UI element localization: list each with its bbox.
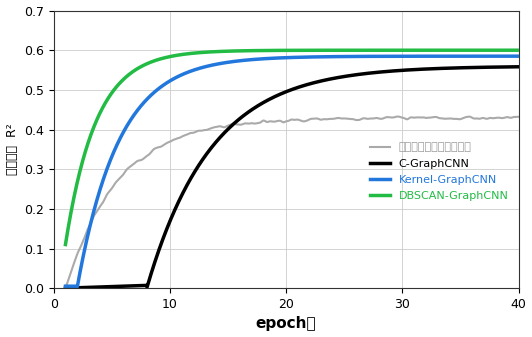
Line: ニューラルネットワーク: ニューラルネットワーク bbox=[65, 117, 519, 288]
Line: C-GraphCNN: C-GraphCNN bbox=[65, 67, 519, 288]
DBSCAN-GraphCNN bbox=[90, 126, 96, 130]
Kernel-GraphCNN bbox=[352, 55, 358, 59]
Kernel-GraphCNN bbox=[516, 54, 522, 58]
C-GraphCNN bbox=[337, 75, 344, 79]
DBSCAN-GraphCNN bbox=[351, 48, 358, 52]
Kernel-GraphCNN bbox=[406, 54, 413, 58]
ニューラルネットワーク bbox=[453, 117, 459, 121]
Kernel-GraphCNN bbox=[90, 209, 97, 213]
DBSCAN-GraphCNN bbox=[337, 48, 344, 52]
C-GraphCNN bbox=[351, 73, 358, 77]
C-GraphCNN bbox=[62, 286, 69, 290]
DBSCAN-GraphCNN bbox=[452, 48, 459, 52]
C-GraphCNN bbox=[516, 65, 522, 69]
ニューラルネットワーク bbox=[351, 117, 358, 121]
DBSCAN-GraphCNN bbox=[516, 48, 522, 52]
Kernel-GraphCNN bbox=[453, 54, 459, 58]
ニューラルネットワーク bbox=[62, 286, 69, 290]
Kernel-GraphCNN bbox=[338, 55, 344, 59]
Kernel-GraphCNN bbox=[326, 55, 332, 59]
ニューラルネットワーク bbox=[406, 116, 413, 120]
ニューラルネットワーク bbox=[516, 115, 522, 119]
DBSCAN-GraphCNN bbox=[406, 48, 412, 52]
Line: Kernel-GraphCNN: Kernel-GraphCNN bbox=[65, 56, 519, 286]
C-GraphCNN bbox=[452, 66, 459, 70]
DBSCAN-GraphCNN bbox=[62, 243, 69, 247]
C-GraphCNN bbox=[90, 285, 96, 289]
ニューラルネットワーク bbox=[90, 215, 96, 219]
Y-axis label: 決定係数  R²: 決定係数 R² bbox=[5, 123, 19, 175]
Legend: ニューラルネットワーク, C-GraphCNN, Kernel-GraphCNN, DBSCAN-GraphCNN: ニューラルネットワーク, C-GraphCNN, Kernel-GraphCNN… bbox=[365, 138, 513, 205]
Kernel-GraphCNN bbox=[62, 284, 69, 288]
C-GraphCNN bbox=[326, 77, 332, 81]
ニューラルネットワーク bbox=[337, 116, 344, 120]
ニューラルネットワーク bbox=[395, 115, 401, 119]
X-axis label: epoch数: epoch数 bbox=[256, 316, 317, 332]
Kernel-GraphCNN bbox=[74, 284, 80, 288]
ニューラルネットワーク bbox=[326, 117, 332, 121]
Line: DBSCAN-GraphCNN: DBSCAN-GraphCNN bbox=[65, 50, 519, 245]
C-GraphCNN bbox=[406, 68, 412, 72]
DBSCAN-GraphCNN bbox=[326, 48, 332, 52]
